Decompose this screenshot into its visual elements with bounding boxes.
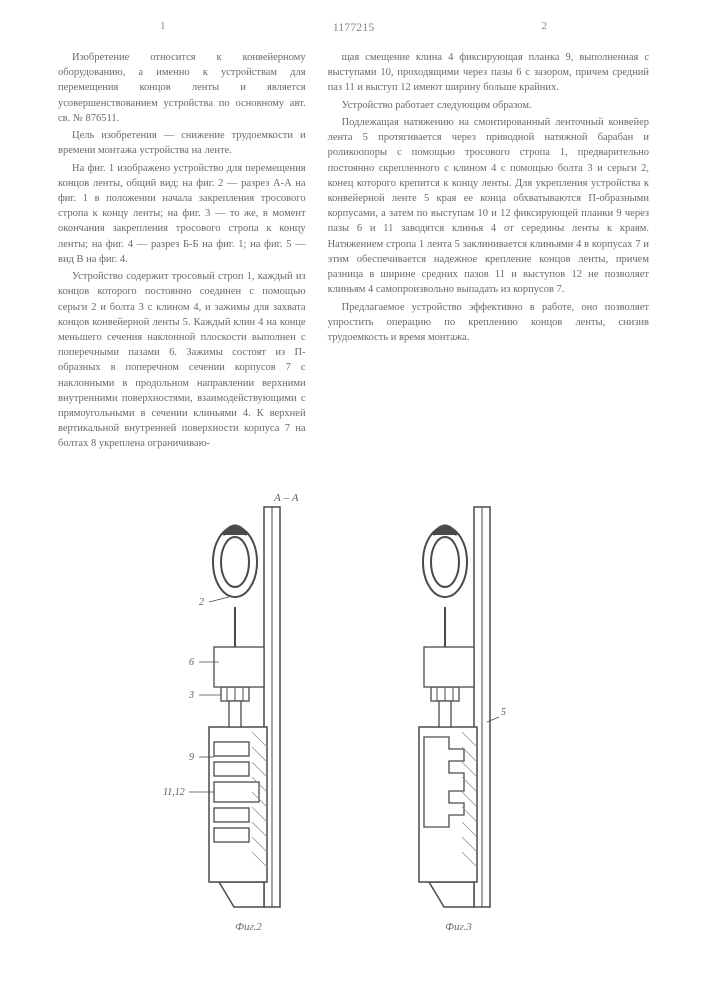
figure-3-caption: Фиг.3 <box>445 921 472 933</box>
svg-text:9: 9 <box>189 752 194 763</box>
clamp-taper <box>219 882 264 907</box>
upper-plate <box>424 647 474 687</box>
teeth-engaged <box>424 737 464 827</box>
svg-text:6: 6 <box>189 657 194 668</box>
shackle <box>213 526 257 647</box>
figure-2-caption: Фиг.2 <box>235 921 262 933</box>
figure-2: А – А <box>159 487 339 933</box>
bolt-shank <box>229 701 241 727</box>
figure-3-svg: 5 <box>369 487 549 917</box>
section-label: А – А <box>273 492 299 504</box>
paragraph: Устройство содержит тросовый строп 1, ка… <box>58 269 306 452</box>
paragraph: На фиг. 1 изображено устройство для пере… <box>58 161 306 268</box>
left-column: Изобретение относится к конвейерному обо… <box>58 50 306 452</box>
paragraph: Цель изобретения — снижение трудоемкости… <box>58 128 306 158</box>
figure-3: 5 Фиг.3 <box>369 487 549 933</box>
right-column: щая смещение клина 4 фиксирующая планка … <box>328 50 649 345</box>
right-column-wrap: щая смещение клина 4 фиксирующая планка … <box>328 50 649 454</box>
left-column-wrap: Изобретение относится к конвейерному обо… <box>58 50 306 454</box>
paragraph: Подлежащая натяжению на смонтированный л… <box>328 115 649 298</box>
column-number-left: 1 <box>160 20 166 32</box>
bolt-shank <box>439 701 451 727</box>
text-columns: Изобретение относится к конвейерному обо… <box>58 50 649 454</box>
svg-text:3: 3 <box>188 690 194 701</box>
svg-text:11,12: 11,12 <box>163 787 185 798</box>
shackle <box>423 526 467 647</box>
column-number-right: 2 <box>542 20 548 32</box>
figures-row: А – А <box>0 487 707 933</box>
upper-plate <box>214 647 264 687</box>
svg-text:2: 2 <box>199 597 204 608</box>
paragraph: Изобретение относится к конвейерному обо… <box>58 50 306 126</box>
figure-2-svg: А – А <box>159 487 339 917</box>
document-number: 1177215 <box>333 20 375 35</box>
paragraph: Предлагаемое устройство эффективно в раб… <box>328 300 649 346</box>
svg-text:5: 5 <box>501 707 506 718</box>
clamp-taper <box>429 882 474 907</box>
paragraph: щая смещение клина 4 фиксирующая планка … <box>328 50 649 96</box>
paragraph: Устройство работает следующим образом. <box>328 98 649 113</box>
